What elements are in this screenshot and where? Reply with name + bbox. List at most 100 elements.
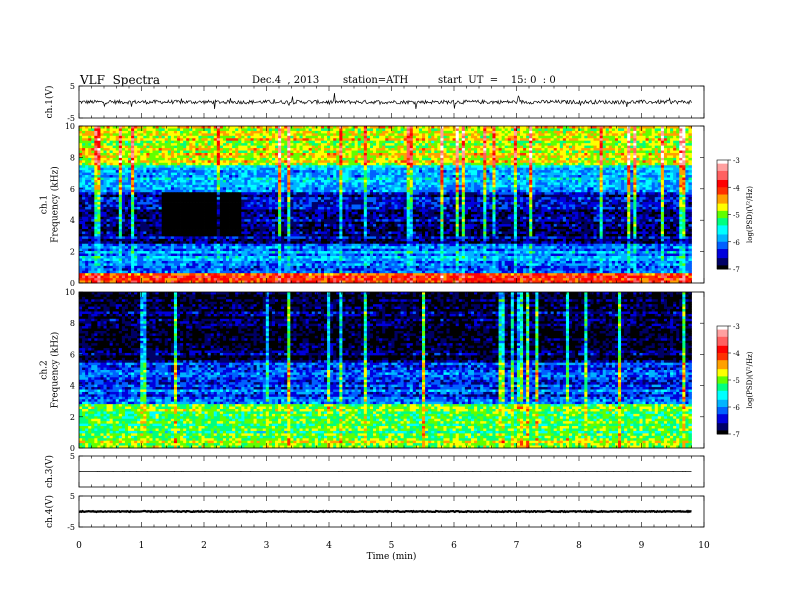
spectrogram-cell [121,175,126,178]
spectrogram-cell [232,160,236,164]
spectrogram-cell [137,145,141,149]
spectrogram-cell [553,138,558,142]
spectrogram-cell [94,167,98,171]
spectrogram-cell [376,152,380,156]
spectrogram-cell [679,165,683,169]
spectrogram-cell [94,172,98,176]
spectrogram-cell [195,167,199,171]
spectrogram-cell [131,138,135,142]
spectrogram-cell [91,148,95,151]
spectrogram-cell [134,167,138,171]
spectrogram-cell [287,133,291,137]
spectrogram-cell [575,179,579,183]
spectrogram-cell [118,140,123,144]
spectrogram-cell [268,130,273,134]
spectrogram-cell [461,160,466,164]
spectrogram-cell [443,172,447,176]
spectrogram-cell [121,152,126,156]
spectrogram-cell [596,126,601,129]
spectrogram-cell [639,160,643,164]
spectrogram-cell [158,157,163,161]
spectrogram-cell [170,135,175,139]
spectrogram-cell [415,150,420,154]
spectrogram-cell [226,130,230,134]
spectrogram-cell [333,170,337,174]
spectrogram-cell [618,128,622,132]
spectrogram-cell [268,150,273,154]
spectrogram-cell [287,155,291,159]
spectrogram-cell [382,165,386,169]
spectrogram-cell [624,155,628,159]
spectrogram-cell [201,150,205,154]
spectrogram-cell [483,152,487,156]
spectrogram-cell [333,160,337,164]
spectrogram-cell [651,145,656,149]
spectrogram-cell [443,175,447,178]
spectrogram-cell [287,162,291,166]
spectrogram-cell [651,135,656,139]
spectrogram-cell [483,182,487,186]
spectrogram-cell [369,170,374,174]
spectrogram-cell [259,155,264,159]
spectrogram-cell [599,126,604,129]
spectrogram-cell [327,155,331,159]
spectrogram-cell [391,140,395,144]
spectrogram-cell [268,152,273,156]
spectrogram-cell [495,170,499,174]
spectrogram-cell [201,167,205,171]
spectrogram-cell [391,133,395,137]
spectrogram-cell [581,175,585,178]
spectrogram-cell [183,155,187,159]
spectrogram-cell [676,177,680,181]
spectrogram-cell [599,179,604,183]
spectrogram-cell [94,140,98,144]
spectrogram-cell [170,177,175,181]
spectrogram-cell [403,172,408,176]
spectrogram-cell [317,162,322,166]
spectrogram-cell [97,172,101,176]
spectrogram-cell [578,143,582,147]
spectrogram-cell [118,145,123,149]
spectrogram-cell [412,150,417,154]
spectrogram-cell [158,177,163,181]
spectrogram-cell [173,182,178,186]
spectrogram-cell [216,155,221,159]
spectrogram-cell [397,133,401,137]
spectrogram-cell [679,130,683,134]
spectrogram-cell [379,140,383,144]
spectrogram-cell [532,138,536,142]
spectrogram-cell [345,128,349,132]
spectrogram-cell [167,172,172,176]
spectrogram-cell [327,133,331,137]
spectrogram-cell [526,157,530,161]
spectrogram-cell [431,179,435,183]
spectrogram-cell [550,135,555,139]
spectrogram-cell [342,177,346,181]
spectrogram-cell [363,155,368,159]
spectrogram-cell [327,170,331,174]
spectrogram-cell [645,135,650,139]
spectrogram-cell [137,177,141,181]
spectrogram-cell [290,133,294,137]
spectrogram-cell [366,167,371,171]
spectrogram-cell [535,150,539,154]
spectrogram-cell [88,162,92,166]
spectrogram-cell [226,165,230,169]
spectrogram-cell [155,182,160,186]
spectrogram-cell [676,162,680,166]
spectrogram-cell [109,179,114,183]
spectrogram-cell [348,162,352,166]
spectrogram-cell [155,184,160,188]
spectrogram-cell [247,152,251,156]
spectrogram-cell [593,167,597,171]
spectrogram-cell [428,165,432,169]
spectrogram-cell [88,184,92,188]
spectrogram-cell [232,140,236,144]
spectrogram-cell [682,145,686,149]
spectrogram-cell [618,157,622,161]
spectrogram-cell [284,172,288,176]
spectrogram-cell [259,167,264,171]
spectrogram-cell [584,133,588,137]
spectrogram-cell [618,152,622,156]
spectrogram-cell [657,162,662,166]
